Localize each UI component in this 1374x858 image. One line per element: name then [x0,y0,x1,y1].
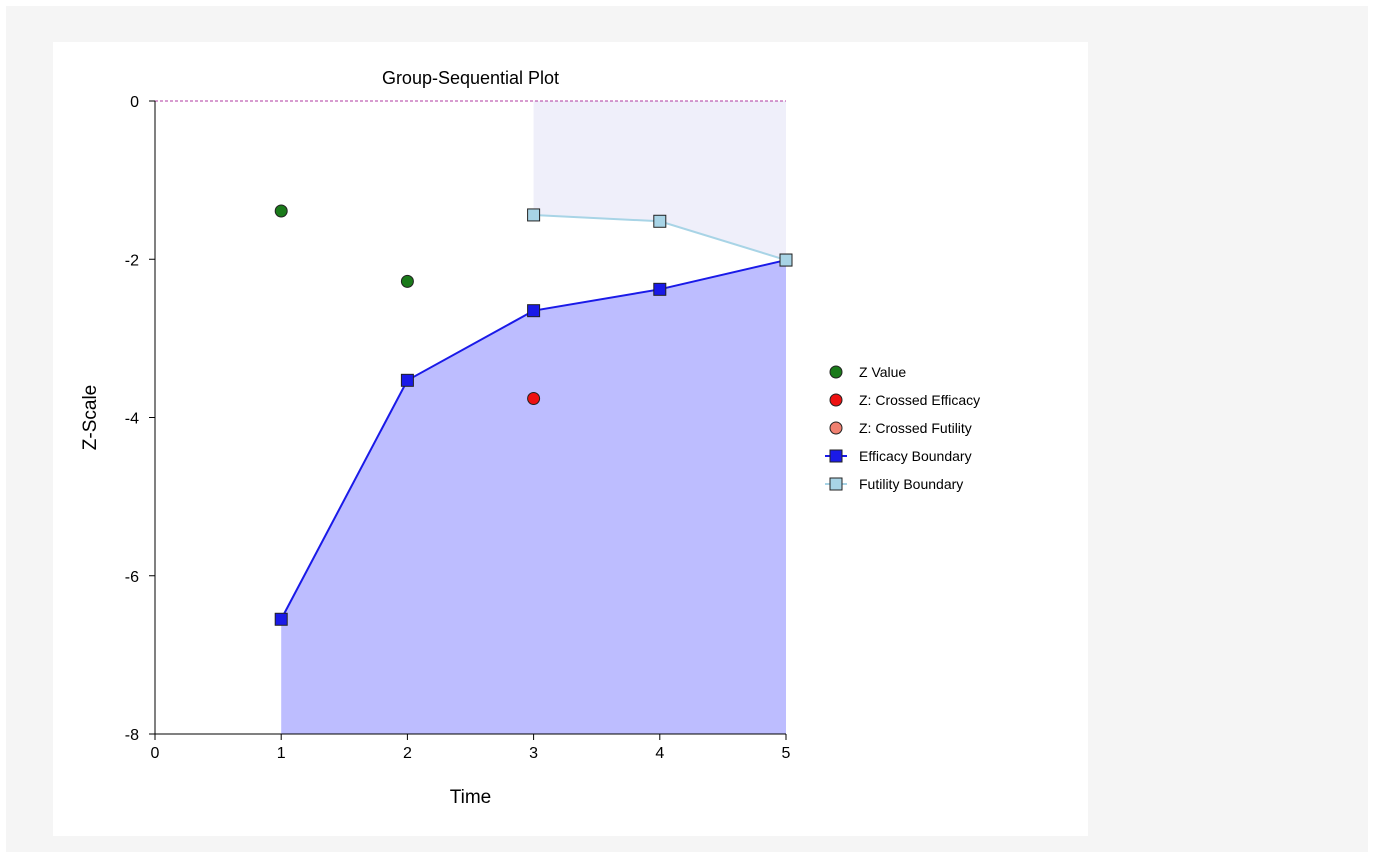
legend-item-efficacy-boundary: Efficacy Boundary [825,448,972,464]
efficacy-boundaryregion [281,260,786,734]
legend-item-futility-boundary: Futility Boundary [825,476,963,492]
efficacy-boundary-marker [527,304,541,318]
futility-boundary-marker [653,214,667,228]
group-sequential-plot: 0 1 2 3 4 5 0 -2 -4 -6 -8 Group-Sequential Plot Ti… [80,68,980,808]
chart-panel: 0 1 2 3 4 5 0 -2 -4 -6 -8 Group-Sequential Plot Ti… [53,42,1088,836]
legend-label: Z: Crossed Efficacy [859,392,980,408]
legend-item-z-crossed-efficacy: Z: Crossed Efficacy [829,392,980,408]
futility-boundaryregion [533,101,786,261]
efficacy-boundary-marker [400,373,414,387]
efficacy-boundary-marker [653,282,667,296]
chart-title: Group-Sequential Plot [382,68,559,88]
x-tick-label: 0 [151,745,160,762]
y-tick-label: -4 [125,411,139,428]
z-value-point [400,274,414,288]
legend-marker-swatch [829,393,843,407]
legend: Z Value Z: Crossed Efficacy Z: Crossed Fut… [825,364,980,492]
report-background: 0 1 2 3 4 5 0 -2 -4 -6 -8 Group-Sequential Plot Ti… [6,6,1368,852]
y-tick-label: -2 [125,252,139,269]
x-axis-label: Time [450,787,492,808]
efficacy-boundary-marker [274,612,288,626]
x-tick-label: 5 [782,745,791,762]
x-tick-label: 1 [277,745,286,762]
legend-item-z-crossed-futility: Z: Crossed Futility [829,420,972,436]
legend-label: Efficacy Boundary [859,448,972,464]
z-value-point [274,204,288,218]
x-tick-label: 4 [655,745,664,762]
legend-label: Futility Boundary [859,476,963,492]
z-crossed-efficacy-point [527,392,541,406]
legend-marker-swatch [829,477,843,491]
futility-boundary-marker [527,208,541,222]
legend-label: Z: Crossed Futility [859,420,972,436]
legend-marker-swatch [829,449,843,463]
x-tick-label: 2 [403,745,412,762]
x-tick-label: 3 [529,745,538,762]
y-tick-label: -6 [125,569,139,586]
futility-boundary-marker [779,253,793,267]
legend-item-z-value: Z Value [829,364,906,380]
y-tick-label: -8 [125,727,139,744]
legend-marker-swatch [829,365,843,379]
y-tick-label: 0 [130,94,139,111]
legend-label: Z Value [859,364,906,380]
y-axis-label: Z-Scale [80,385,101,450]
legend-marker-swatch [829,421,843,435]
